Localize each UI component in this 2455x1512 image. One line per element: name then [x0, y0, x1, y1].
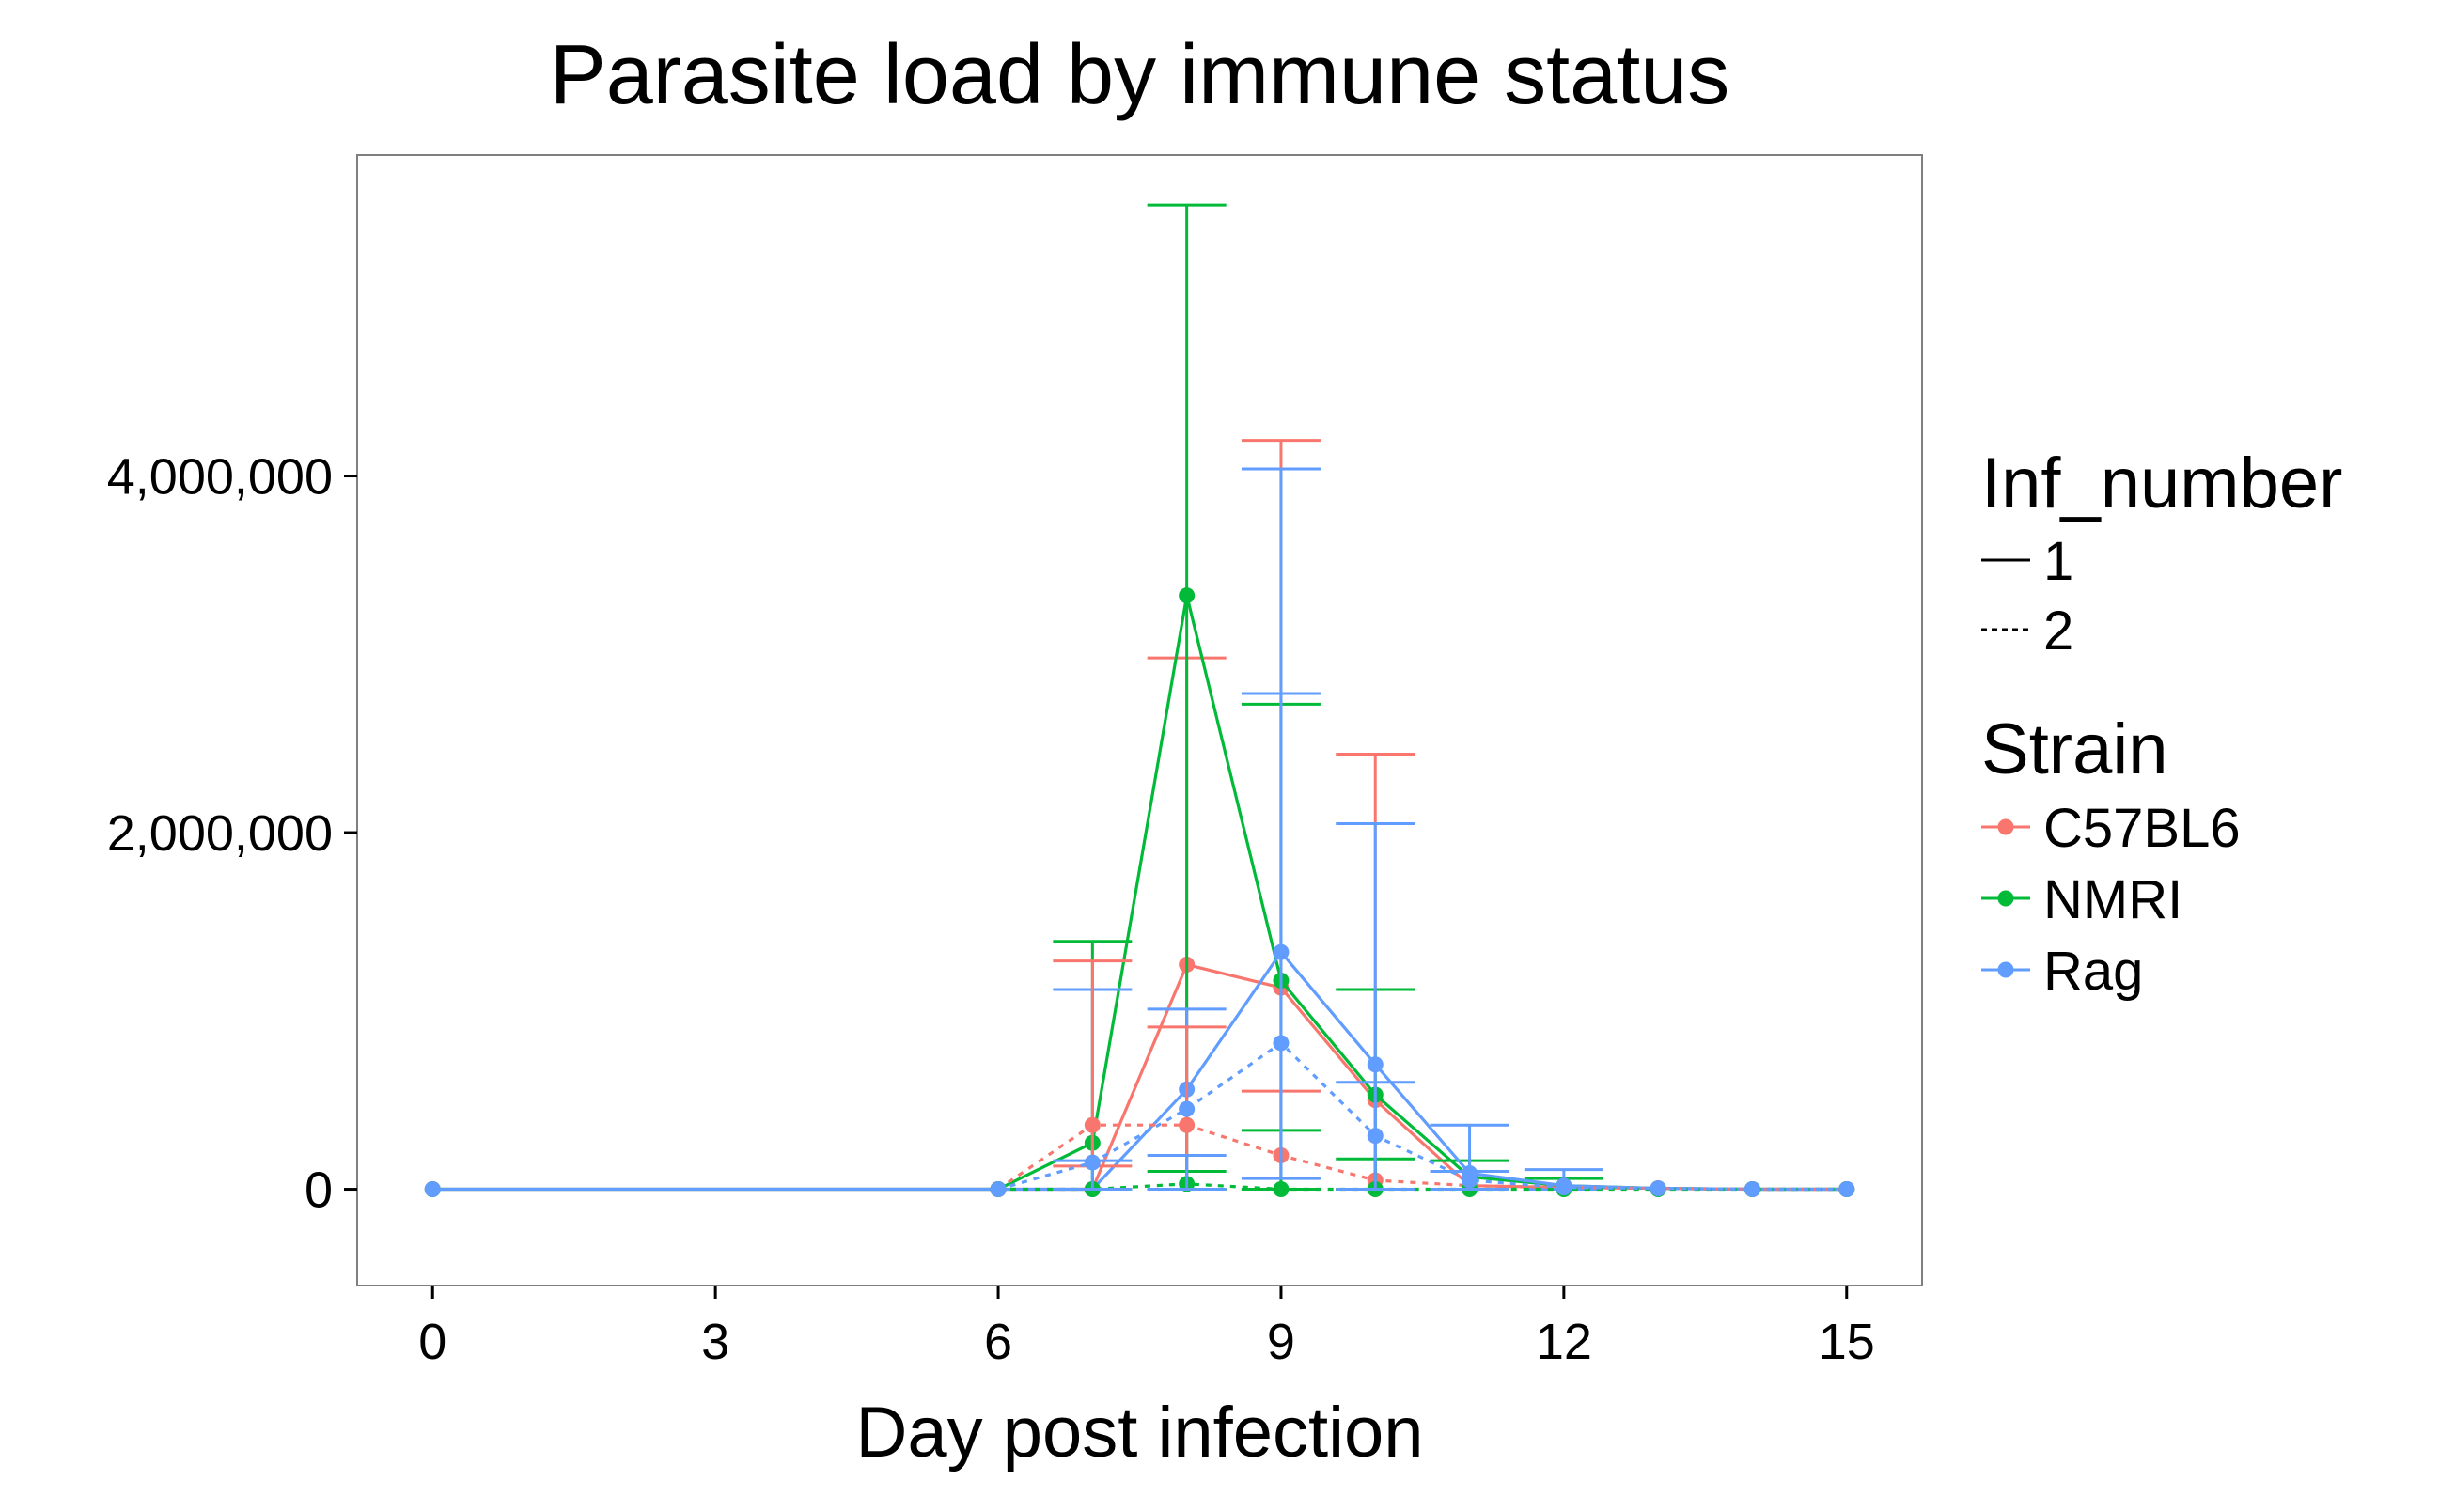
data-point	[1084, 1116, 1101, 1133]
data-point	[1367, 1128, 1384, 1145]
x-tick-label: 6	[984, 1314, 1012, 1370]
data-point	[1650, 1180, 1666, 1197]
chart-title: Parasite load by immune status	[550, 28, 1730, 122]
data-point	[1838, 1181, 1855, 1198]
legend-key-point-c57bl6	[1997, 818, 2014, 835]
series-line	[997, 1123, 1847, 1192]
data-point	[424, 1181, 441, 1198]
legend-label-strain: C57BL6	[2043, 798, 2241, 859]
y-tick-label: 2,000,000	[107, 805, 333, 862]
legend-label-inf-number: 2	[2043, 600, 2073, 662]
x-tick-label: 15	[1819, 1314, 1875, 1370]
x-axis-title: Day post infection	[855, 1393, 1423, 1473]
data-point	[1273, 1035, 1290, 1052]
data-point	[1462, 1172, 1478, 1189]
x-tick-label: 3	[701, 1314, 729, 1370]
y-tick-label: 4,000,000	[107, 449, 333, 506]
data-point	[1179, 1100, 1196, 1117]
data-point	[1744, 1181, 1760, 1198]
plot-panel	[356, 154, 1923, 1286]
data-point	[1367, 1056, 1384, 1073]
legend-title-strain: Strain	[1981, 709, 2168, 789]
legend-key-point-rag	[1997, 961, 2014, 978]
x-tick-label: 12	[1536, 1314, 1592, 1370]
legend-title-inf-number: Inf_number	[1981, 444, 2342, 523]
series-line	[997, 1040, 1847, 1192]
legend-label-strain: Rag	[2043, 941, 2143, 1002]
series-rag-inf-2	[990, 692, 1855, 1198]
legend-label-strain: NMRI	[2043, 869, 2182, 930]
legend-label-inf-number: 1	[2043, 531, 2073, 592]
data-point	[1179, 1116, 1196, 1133]
y-tick-label: 0	[305, 1162, 333, 1219]
data-point	[1179, 587, 1196, 604]
legend-key-point-nmri	[1997, 890, 2014, 907]
data-point	[1084, 1154, 1101, 1171]
data-point	[1273, 1181, 1290, 1198]
data-point	[1556, 1179, 1572, 1196]
x-tick-label: 0	[418, 1314, 446, 1370]
x-tick-label: 9	[1267, 1314, 1295, 1370]
data-point	[990, 1181, 1007, 1198]
